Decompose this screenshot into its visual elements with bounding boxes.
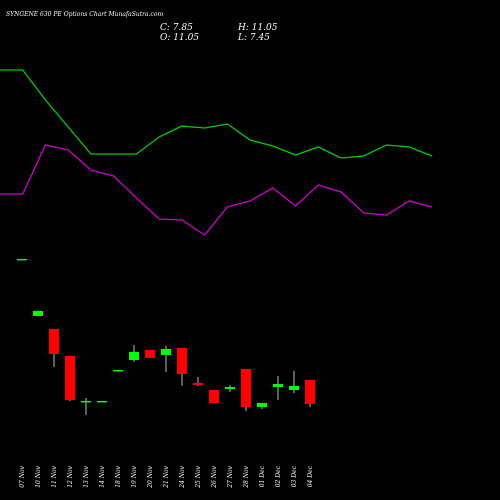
candle-body (129, 351, 139, 360)
info-low: L: 7.45 (237, 33, 270, 43)
chart-title: SYNGENE 630 PE Options Chart MunafaSutra… (6, 11, 163, 18)
info-high: H: 11.05 (237, 23, 278, 33)
x-tick-label: 19 Nov (131, 465, 138, 487)
candle-body (225, 386, 235, 389)
x-tick-label: 28 Nov (243, 465, 250, 488)
candle-body (65, 355, 75, 400)
candle-body (145, 349, 155, 358)
candle-body (289, 385, 299, 390)
candle-body (33, 310, 43, 316)
x-tick-label: 26 Nov (211, 465, 218, 488)
x-tick-label: 03 Dec (291, 465, 298, 487)
x-tick-label: 25 Nov (195, 465, 202, 488)
x-tick-label: 24 Nov (179, 465, 186, 488)
candle-body (241, 368, 251, 407)
candle-body (273, 383, 283, 387)
x-tick-label: 13 Nov (83, 465, 90, 487)
x-tick-label: 01 Dec (259, 465, 266, 487)
indicator-line (0, 144, 433, 236)
candle-body (209, 389, 219, 403)
candle-body (305, 380, 315, 405)
info-close: C: 7.85 (160, 23, 193, 33)
candle-body (193, 382, 203, 385)
candle-body (17, 258, 27, 261)
x-tick-label: 11 Nov (51, 465, 58, 487)
candle-body (113, 369, 123, 372)
x-tick-label: 02 Dec (275, 465, 282, 487)
x-tick-label: 07 Nov (19, 465, 26, 487)
candle-body (161, 348, 171, 355)
candle-body (97, 400, 107, 403)
x-tick-label: 04 Dec (307, 465, 314, 487)
x-tick-label: 21 Nov (163, 465, 170, 488)
x-tick-label: 27 Nov (227, 465, 234, 488)
x-tick-label: 14 Nov (99, 465, 106, 487)
candle-body (177, 347, 187, 374)
candle-body (49, 328, 59, 354)
x-tick-label: 12 Nov (67, 465, 74, 487)
candle-body (81, 400, 91, 403)
candle-body (257, 402, 267, 407)
info-open: O: 11.05 (160, 33, 199, 43)
x-tick-label: 18 Nov (115, 465, 122, 487)
x-tick-label: 10 Nov (35, 465, 42, 487)
indicator-line (0, 69, 433, 159)
x-tick-label: 20 Nov (147, 465, 154, 488)
